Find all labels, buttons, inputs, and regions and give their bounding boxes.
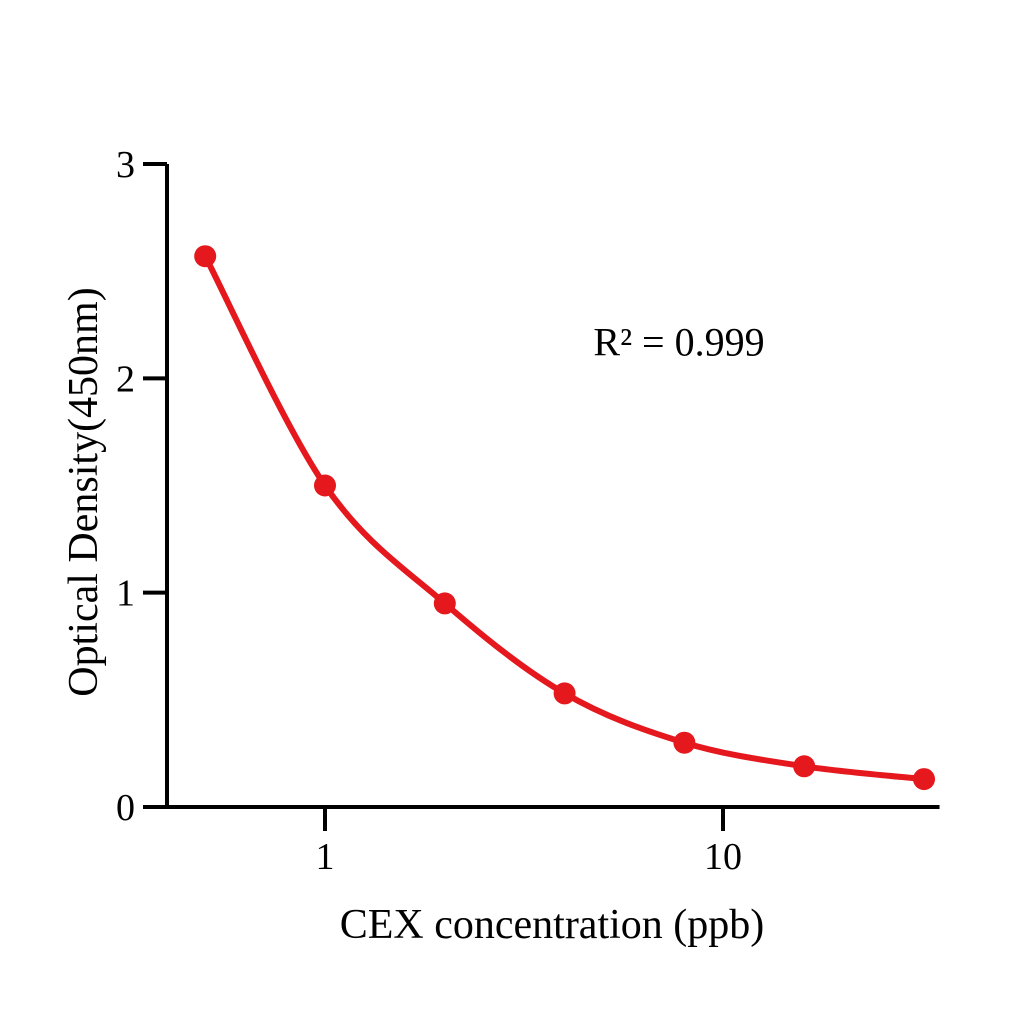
data-point-marker xyxy=(553,682,576,705)
data-point-marker xyxy=(913,768,935,791)
y-tick-label: 0 xyxy=(116,787,135,829)
data-point-marker xyxy=(194,245,217,268)
data-point-marker xyxy=(673,731,696,754)
data-point-marker xyxy=(793,755,816,778)
y-tick-label: 1 xyxy=(116,573,135,615)
standard-curve-line xyxy=(202,253,927,783)
x-axis-title: CEX concentration (ppb) xyxy=(339,902,765,948)
x-tick-label: 10 xyxy=(704,836,742,878)
r-squared-annotation: R² = 0.999 xyxy=(593,319,765,365)
data-point-marker xyxy=(314,474,336,497)
y-tick-label: 2 xyxy=(116,358,135,400)
data-point-marker xyxy=(433,592,456,615)
y-axis-title: Optical Density(450nm) xyxy=(61,287,107,697)
y-tick-label: 3 xyxy=(116,144,135,186)
x-tick-label: 1 xyxy=(316,836,335,878)
